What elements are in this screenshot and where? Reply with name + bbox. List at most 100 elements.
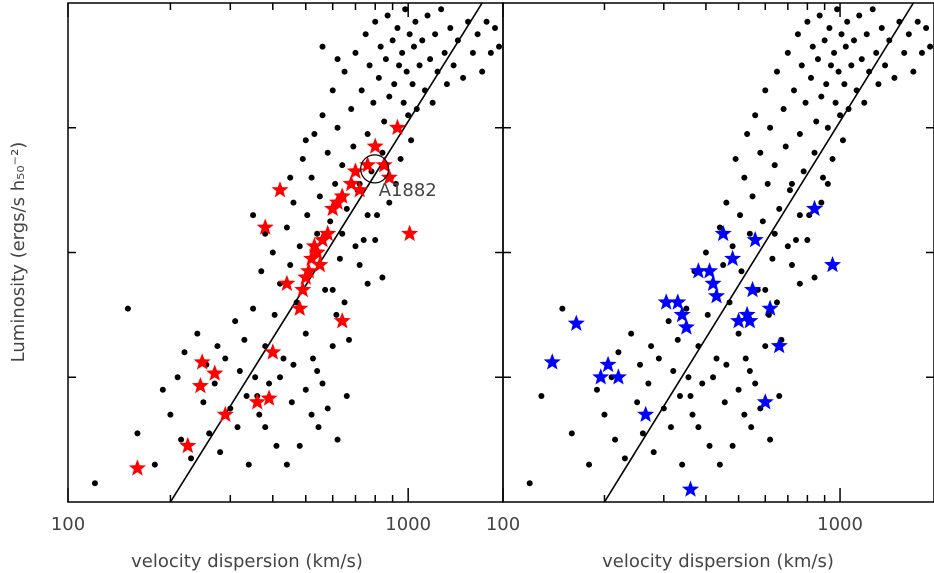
data-point xyxy=(329,87,336,94)
data-point xyxy=(399,49,406,56)
data-point xyxy=(391,81,398,88)
data-point xyxy=(853,87,860,94)
data-point xyxy=(324,405,331,412)
fit-line xyxy=(169,3,483,502)
x-tick-labels: 100 1000 100 1000 xyxy=(51,514,863,535)
data-point xyxy=(788,180,795,187)
x-axis-label-right: velocity dispersion (km/s) xyxy=(602,551,834,572)
data-point xyxy=(767,436,774,443)
data-point xyxy=(194,330,201,337)
data-point xyxy=(762,343,769,350)
star-marker xyxy=(543,353,561,370)
data-point xyxy=(389,37,396,44)
data-point xyxy=(875,81,882,88)
data-point xyxy=(729,442,736,449)
data-point xyxy=(492,24,499,31)
highlighted-points xyxy=(128,118,842,497)
data-point xyxy=(702,249,709,256)
fit-line xyxy=(603,3,915,502)
data-point xyxy=(479,68,486,75)
star-marker xyxy=(319,224,337,242)
data-point xyxy=(381,118,388,125)
data-point xyxy=(280,355,287,362)
star-marker xyxy=(333,312,351,329)
data-point xyxy=(296,243,303,250)
data-point xyxy=(302,330,309,337)
star-marker xyxy=(388,118,406,135)
data-point xyxy=(256,411,263,418)
data-point xyxy=(689,411,696,418)
data-point xyxy=(206,430,213,437)
data-point xyxy=(364,280,371,287)
star-marker xyxy=(770,337,788,354)
data-point xyxy=(434,68,441,75)
data-point xyxy=(406,31,413,38)
data-point xyxy=(914,18,921,25)
data-point xyxy=(667,424,674,431)
data-point xyxy=(262,424,269,431)
data-point xyxy=(329,286,336,293)
data-point xyxy=(568,430,575,437)
x-tick-label: 1000 xyxy=(385,514,431,535)
data-point xyxy=(245,461,252,468)
data-point xyxy=(660,405,667,412)
data-point xyxy=(432,31,439,38)
data-point xyxy=(419,37,426,44)
data-point xyxy=(396,62,403,69)
data-point xyxy=(850,37,857,44)
star-marker xyxy=(305,237,323,254)
data-point xyxy=(372,18,379,25)
data-point xyxy=(366,62,373,69)
data-point xyxy=(474,31,481,38)
data-point xyxy=(413,106,420,113)
data-point xyxy=(273,442,280,449)
data-point xyxy=(796,280,803,287)
data-point xyxy=(650,449,657,456)
data-point xyxy=(804,18,811,25)
data-point xyxy=(746,368,753,375)
star-marker xyxy=(303,249,321,266)
data-point xyxy=(222,355,229,362)
star-marker xyxy=(256,218,274,235)
x-tick-label: 100 xyxy=(486,514,520,535)
data-point xyxy=(483,18,490,25)
data-point xyxy=(314,230,321,237)
data-point xyxy=(809,43,816,50)
data-point xyxy=(735,330,742,337)
data-point xyxy=(773,68,780,75)
data-point xyxy=(151,461,158,468)
data-point xyxy=(496,43,503,50)
star-marker xyxy=(179,436,197,454)
data-point xyxy=(250,212,257,219)
data-point xyxy=(333,311,340,318)
data-point xyxy=(405,112,412,119)
data-point xyxy=(621,455,628,462)
star-marker xyxy=(707,287,726,304)
data-point xyxy=(290,361,297,368)
data-point xyxy=(319,112,326,119)
data-point xyxy=(409,81,416,88)
star-marker xyxy=(271,181,289,198)
data-point xyxy=(384,12,391,19)
data-point xyxy=(283,224,290,231)
data-point xyxy=(227,405,234,412)
data-point xyxy=(315,424,322,431)
data-point xyxy=(923,24,930,31)
data-point xyxy=(873,49,880,56)
data-point xyxy=(290,199,297,206)
data-point xyxy=(813,118,820,125)
data-point xyxy=(356,261,363,268)
star-marker xyxy=(346,162,364,179)
data-point xyxy=(687,392,694,399)
data-point xyxy=(302,137,309,144)
data-point xyxy=(234,424,241,431)
data-point xyxy=(882,62,889,69)
data-point xyxy=(167,411,174,418)
data-point xyxy=(706,442,713,449)
star-marker xyxy=(681,480,700,497)
data-point xyxy=(839,137,846,144)
data-point xyxy=(360,237,367,244)
data-point xyxy=(324,149,331,156)
data-point xyxy=(343,392,350,399)
data-point xyxy=(886,37,893,44)
